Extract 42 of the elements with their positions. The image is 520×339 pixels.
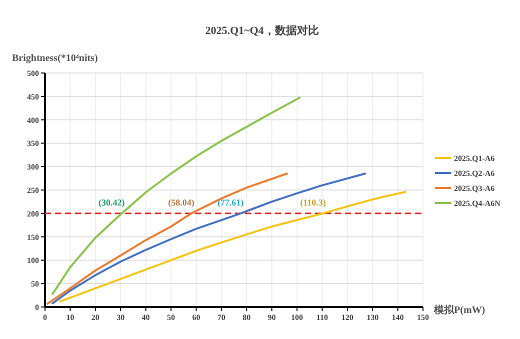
line-series	[52, 172, 366, 304]
x-tick-label: 150	[417, 313, 429, 322]
line-series	[46, 172, 288, 305]
x-tick-label: 30	[116, 313, 125, 322]
x-axis-title: 模拟P(mW)	[433, 304, 486, 316]
y-tick-label: 400	[27, 116, 39, 125]
y-tick-label: 0	[35, 303, 39, 312]
legend-label: 2025.Q3-A6	[454, 184, 495, 193]
x-tick-label: 50	[167, 313, 175, 322]
x-tick-label: 70	[217, 313, 226, 322]
y-tick-label: 50	[31, 280, 39, 289]
y-tick-label: 150	[27, 232, 39, 242]
x-tick-label: 140	[392, 313, 404, 322]
x-tick-label: 100	[291, 313, 303, 322]
x-tick-label: 0	[43, 313, 47, 322]
legend-label: 2025.Q2-A6	[454, 169, 495, 178]
x-tick-label: 20	[91, 313, 100, 322]
chart-title: 2025.Q1~Q4，数据对比	[205, 24, 319, 37]
y-axis-title: Brightness(*10⁴nits)	[12, 53, 98, 64]
x-tick-label: 10	[66, 313, 74, 322]
line-series	[52, 96, 301, 295]
x-tick-label: 40	[142, 313, 150, 322]
x-tick-label: 130	[366, 313, 379, 322]
annotation: (58.04)	[168, 197, 194, 208]
annotation: (30.42)	[98, 197, 125, 208]
x-tick-label: 80	[242, 313, 251, 322]
annotation: (77.61)	[217, 197, 244, 208]
y-tick-label: 500	[27, 69, 39, 78]
line-series	[59, 190, 406, 302]
x-tick-label: 60	[192, 313, 200, 322]
x-tick-label: 120	[341, 313, 354, 322]
y-tick-label: 100	[27, 256, 39, 266]
x-tick-label: 90	[268, 313, 276, 322]
y-tick-label: 250	[27, 186, 39, 195]
x-tick-label: 110	[316, 313, 328, 322]
legend-label: 2025.Q1-A6	[454, 154, 495, 163]
y-tick-label: 300	[27, 162, 39, 172]
legend-label: 2025.Q4-A6N	[454, 199, 501, 208]
annotation: (110.3)	[300, 197, 326, 208]
y-tick-label: 350	[27, 139, 39, 148]
y-tick-label: 200	[27, 209, 39, 218]
y-tick-label: 450	[27, 92, 39, 102]
